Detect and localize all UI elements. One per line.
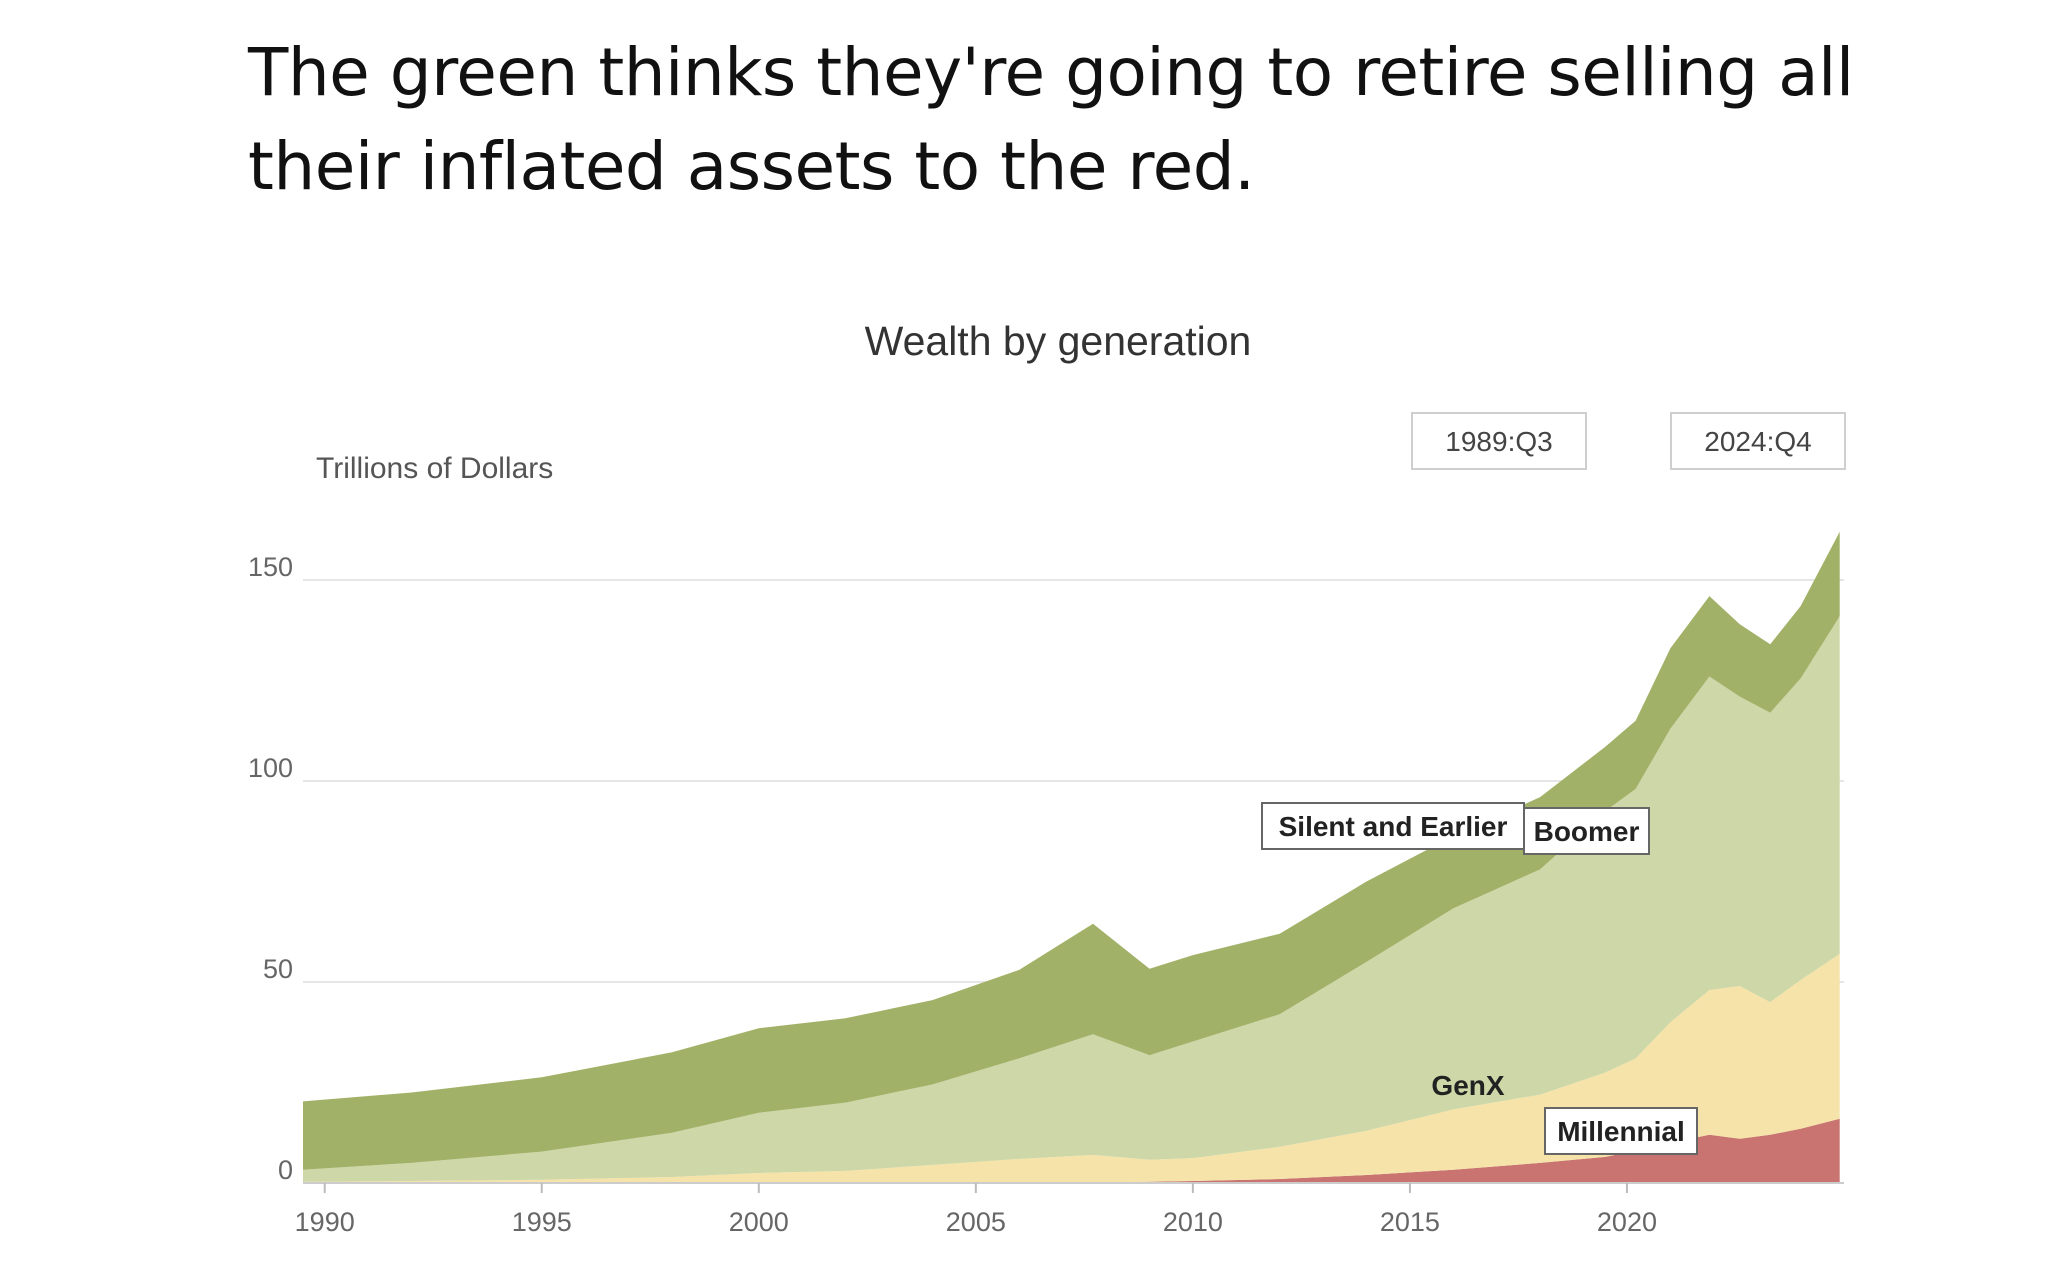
range-button-start[interactable]: 1989:Q3: [1411, 412, 1587, 470]
x-tick-label-1990: 1990: [295, 1207, 355, 1237]
x-tick-label-2005: 2005: [946, 1207, 1006, 1237]
area-genx: [303, 953, 1840, 1183]
x-tick-label-2010: 2010: [1163, 1207, 1223, 1237]
y-tick-label-0: 0: [278, 1155, 293, 1185]
series-label-millennial: Millennial: [1544, 1107, 1698, 1155]
range-button-end[interactable]: 2024:Q4: [1670, 412, 1846, 470]
x-tick-label-2020: 2020: [1597, 1207, 1657, 1237]
y-tick-label-100: 100: [248, 753, 293, 783]
series-label-boomer: Boomer: [1523, 807, 1650, 855]
y-tick-label-50: 50: [263, 954, 293, 984]
svg-text:Millennial: Millennial: [1557, 1116, 1685, 1147]
area-layer: [303, 531, 1840, 1183]
range-buttons: 1989:Q3 2024:Q4: [1411, 412, 1846, 470]
y-axis-label: Trillions of Dollars: [316, 452, 553, 485]
area-boomer: [303, 616, 1840, 1182]
svg-text:GenX: GenX: [1431, 1070, 1504, 1101]
post-caption: The green thinks they're going to retire…: [248, 34, 1854, 205]
area-millennial: [303, 1118, 1840, 1183]
chart-title: Wealth by generation: [865, 318, 1252, 364]
series-label-genx: GenX: [1431, 1070, 1504, 1101]
svg-text:1989:Q3: 1989:Q3: [1445, 426, 1552, 457]
x-tick-label-1995: 1995: [512, 1207, 572, 1237]
svg-text:2024:Q4: 2024:Q4: [1704, 426, 1811, 457]
series-label-silent-and-earlier: Silent and Earlier: [1261, 802, 1525, 850]
axis-layer: 1990 1995 2000 2005 2010 2015 2020: [295, 1182, 1844, 1237]
x-tick-label-2000: 2000: [729, 1207, 789, 1237]
annotation-layer: Silent and Earlier Boomer GenX Millennial: [1261, 802, 1698, 1155]
y-tick-label-150: 150: [248, 552, 293, 582]
svg-text:Boomer: Boomer: [1534, 816, 1640, 847]
svg-text:Silent and Earlier: Silent and Earlier: [1279, 811, 1508, 842]
x-tick-label-2015: 2015: [1380, 1207, 1440, 1237]
